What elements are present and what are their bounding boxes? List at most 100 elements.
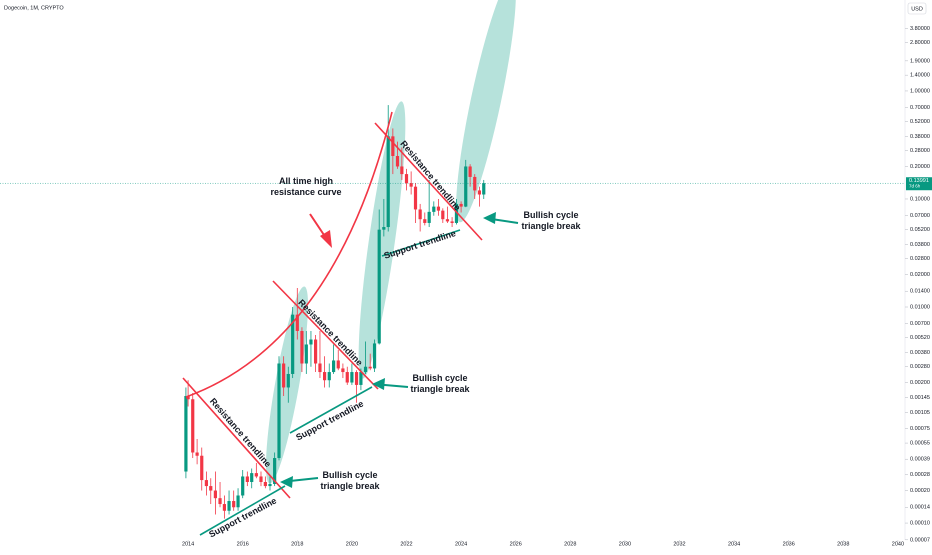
y-tick-label: 0.00145 [910,395,930,401]
candle-body [359,372,363,385]
resistance-curve [185,111,393,398]
arrow-shaft [289,477,319,482]
annotation-text: triangle break [521,221,581,231]
candle-body [241,476,245,496]
candle-body [236,495,240,508]
x-tick-label: 2032 [673,541,685,547]
candle-body [245,476,249,482]
candle-body [386,136,390,228]
candle-body [322,372,327,381]
candle-body [432,206,436,212]
trendline [374,122,483,241]
x-tick-label: 2020 [346,541,358,547]
currency-box[interactable] [907,2,927,15]
x-tick-label: 2030 [619,541,631,547]
candle-body [295,314,299,331]
candle-body [304,344,308,364]
arrow-head [320,230,332,248]
x-tick-label: 2022 [400,541,412,547]
y-tick-label: 0.02800 [910,256,930,262]
y-tick-label: 0.00380 [910,350,930,356]
arrow-shaft [381,383,409,388]
trendline [182,377,291,499]
trendline [381,229,461,257]
candle-body [332,360,336,373]
candle-body [282,363,286,388]
candle-body [345,372,349,383]
candle-body [341,368,345,373]
highlight-ellipse [456,0,516,223]
candle-body [286,373,290,388]
arrow-head [483,212,496,224]
candle-body [413,186,418,210]
candle-body [336,360,340,369]
candle-body [409,183,413,187]
candle-body [372,343,377,369]
candle-body [204,480,208,487]
candle-body [354,372,359,385]
candle-body [368,366,372,369]
candle-body [254,473,258,477]
x-tick-label: 2034 [728,541,740,547]
y-tick-label: 0.02000 [910,272,930,278]
y-tick-label: 0.05200 [910,227,930,233]
y-tick-label: 0.00055 [910,441,930,447]
candle-body [184,396,188,472]
y-tick-label: 0.00007 [910,537,930,543]
candle-body [482,183,486,195]
candle-body [445,219,450,222]
candle-body [327,372,331,381]
annotation-text: triangle break [410,384,470,394]
candle-body [391,136,395,156]
arrow-head [280,476,293,488]
candle-body [423,219,427,223]
candle-body [318,363,322,373]
candle-body [218,498,222,505]
y-tick-label: 0.00280 [910,364,930,370]
candle-body [450,221,454,223]
x-tick-label: 2018 [291,541,303,547]
candle-body [191,399,195,453]
annotation-text: Bullish cycle [523,210,578,220]
candle-body [186,396,190,400]
trendline [272,280,379,390]
y-tick-label: 0.00028 [910,472,930,478]
annotation-text: Bullish cycle [412,373,467,383]
candle-body [232,501,236,508]
candle-body [291,314,295,374]
y-tick-label: 0.20000 [910,164,930,170]
candle-body [195,452,199,456]
candle-body [459,203,463,207]
y-tick-label: 1.90000 [910,58,930,64]
x-tick-label: 2036 [783,541,795,547]
candle-body [209,486,213,491]
candle-body [404,174,409,184]
x-tick-label: 2016 [237,541,249,547]
candle-body [227,501,231,511]
y-tick-label: 0.52000 [910,119,930,125]
y-tick-label: 2.80000 [910,40,930,46]
candle-body [273,458,277,484]
trendline [289,386,373,434]
candle-body [277,363,281,459]
annotation-text: triangle break [320,481,380,491]
candle-body [427,211,431,223]
trendline [199,485,286,536]
candle-body [213,490,217,499]
candle-body [464,166,468,207]
candle-body [468,166,472,177]
y-tick-label: 1.40000 [910,73,930,79]
annotation-text: resistance curve [270,187,341,197]
currency-label[interactable]: USD [911,6,923,12]
candle-body [441,210,445,220]
annotation-text: Bullish cycle [322,470,377,480]
y-tick-label: 0.00010 [910,521,930,527]
y-tick-label: 0.00020 [910,488,930,494]
y-tick-label: 1.00000 [910,88,930,94]
y-tick-label: 0.00200 [910,380,930,386]
y-tick-label: 0.07000 [910,213,930,219]
y-tick-label: 0.03800 [910,242,930,248]
y-tick-label: 0.10000 [910,196,930,202]
y-tick-label: 0.38000 [910,134,930,140]
